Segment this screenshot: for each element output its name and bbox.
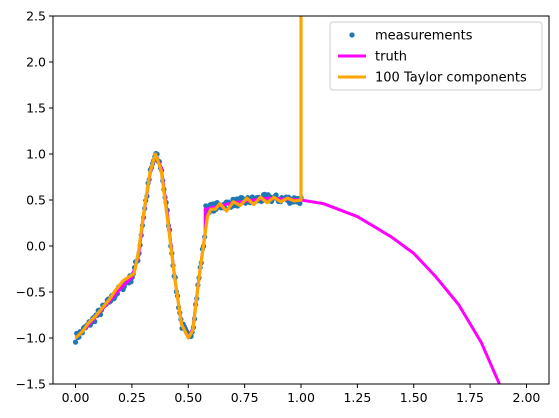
x-tick-label: 0.25 (118, 390, 146, 405)
legend-marker-measurements (349, 32, 355, 38)
taylor-line (74, 16, 303, 340)
y-tick-label: 0.5 (26, 193, 46, 208)
y-tick-label: 1.0 (26, 147, 46, 162)
x-tick-label: 1.25 (343, 390, 371, 405)
x-tick-label: 1.00 (287, 390, 315, 405)
truth-line (74, 152, 501, 384)
x-tick-label: 2.00 (513, 390, 541, 405)
y-tick-label: −0.5 (16, 285, 46, 300)
y-tick-label: 0.0 (26, 239, 46, 254)
y-tick-label: 1.5 (26, 101, 46, 116)
measurement-point (297, 200, 303, 207)
x-tick-label: 0.75 (231, 390, 259, 405)
x-tick-label: 1.50 (400, 390, 428, 405)
series-layer (72, 16, 501, 384)
x-tick-label: 0.00 (62, 390, 90, 405)
legend: measurements truth 100 Taylor components (329, 21, 543, 91)
legend-label: 100 Taylor components (375, 71, 527, 86)
legend-label: measurements (375, 29, 473, 44)
x-tick-label: 1.75 (456, 390, 484, 405)
y-tick-label: −1.0 (16, 331, 46, 346)
legend-box (329, 21, 543, 91)
measurement-point (72, 339, 79, 345)
y-tick-label: −1.5 (16, 377, 46, 392)
x-tick-label: 0.50 (174, 390, 202, 405)
y-tick-label: 2.0 (26, 55, 46, 70)
y-tick-label: 2.5 (26, 9, 46, 24)
measurements-series (72, 150, 304, 345)
legend-label: truth (375, 50, 407, 65)
ticks-layer: 0.00 0.25 0.50 0.75 1.00 1.25 1.50 1.75 2.00 −1.5… (16, 9, 541, 406)
